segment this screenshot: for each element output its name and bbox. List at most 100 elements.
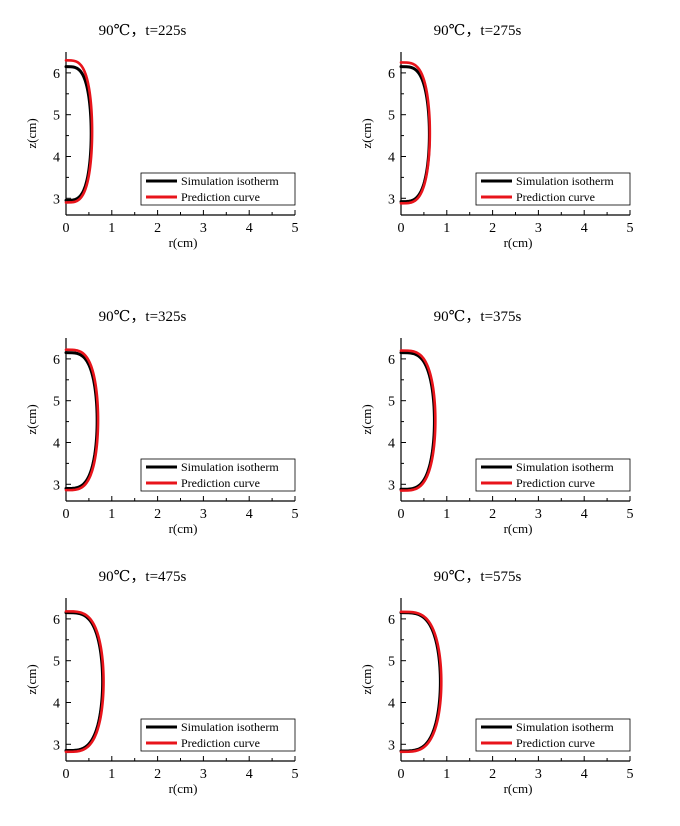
x-tick-label: 5	[627, 767, 634, 782]
x-tick-label: 2	[154, 221, 161, 236]
x-tick-label: 0	[63, 221, 70, 236]
x-tick-label: 2	[489, 221, 496, 236]
legend-box	[140, 458, 296, 492]
legend-box	[475, 172, 631, 206]
prediction-curve-line	[399, 349, 437, 492]
x-tick-label: 1	[108, 767, 115, 782]
y-tick-label: 3	[53, 738, 60, 753]
x-axis-label: r(cm)	[504, 235, 533, 250]
x-tick-label: 1	[443, 767, 450, 782]
legend-label-prediction: Prediction curve	[516, 190, 595, 204]
x-axis-label: r(cm)	[504, 521, 533, 536]
chart-title: 90℃，t=275s	[434, 23, 522, 39]
legend-label-prediction: Prediction curve	[516, 476, 595, 490]
y-axis-label: z(cm)	[24, 404, 39, 434]
y-axis-label: z(cm)	[359, 118, 374, 148]
chart-title: 90℃，t=225s	[99, 23, 187, 39]
prediction-curve-line	[64, 348, 100, 492]
x-tick-label: 5	[627, 507, 634, 522]
x-axis-label: r(cm)	[169, 781, 198, 796]
x-tick-label: 3	[535, 767, 542, 782]
x-tick-label: 3	[200, 221, 207, 236]
y-tick-label: 5	[388, 655, 395, 670]
x-tick-label: 3	[200, 767, 207, 782]
x-tick-label: 1	[108, 507, 115, 522]
x-tick-label: 5	[292, 507, 299, 522]
x-tick-label: 0	[398, 507, 405, 522]
y-axis-label: z(cm)	[359, 664, 374, 694]
y-tick-label: 6	[53, 353, 60, 368]
legend-label-prediction: Prediction curve	[181, 736, 260, 750]
legend-label-prediction: Prediction curve	[181, 190, 260, 204]
y-tick-label: 5	[388, 109, 395, 124]
x-axis-label: r(cm)	[169, 235, 198, 250]
chart-panel-5: 90℃，t=475s 0 1 2 3 4 5 3 4 5 6 r(cm) z(cm) Simulation…	[24, 569, 299, 796]
legend-label-simulation: Simulation isotherm	[516, 720, 614, 734]
x-tick-label: 5	[627, 221, 634, 236]
x-tick-label: 1	[108, 221, 115, 236]
y-tick-label: 4	[53, 436, 60, 451]
y-tick-label: 3	[388, 478, 395, 493]
x-tick-label: 0	[63, 767, 70, 782]
x-tick-label: 3	[535, 507, 542, 522]
legend-label-simulation: Simulation isotherm	[516, 460, 614, 474]
legend-box	[140, 172, 296, 206]
y-tick-label: 6	[388, 353, 395, 368]
x-tick-label: 4	[581, 767, 588, 782]
chart-panel-6: 90℃，t=575s 0 1 2 3 4 5 3 4 5 6 r(cm) z(cm) Simulation…	[359, 569, 634, 796]
y-tick-label: 5	[388, 395, 395, 410]
prediction-curve-line	[399, 61, 432, 205]
y-tick-label: 5	[53, 655, 60, 670]
x-tick-label: 4	[581, 221, 588, 236]
y-tick-label: 4	[388, 436, 395, 451]
prediction-curve-line	[64, 59, 94, 204]
y-tick-label: 5	[53, 109, 60, 124]
y-tick-label: 3	[53, 192, 60, 207]
y-tick-label: 4	[53, 150, 60, 165]
x-tick-label: 4	[246, 221, 253, 236]
legend-label-simulation: Simulation isotherm	[181, 174, 279, 188]
prediction-curve-line	[399, 610, 443, 754]
y-tick-label: 3	[388, 192, 395, 207]
y-tick-label: 6	[388, 67, 395, 82]
x-tick-label: 4	[246, 767, 253, 782]
y-tick-label: 3	[388, 738, 395, 753]
y-tick-label: 6	[388, 613, 395, 628]
x-tick-label: 3	[535, 221, 542, 236]
prediction-curve-line	[64, 610, 105, 754]
chart-panel-2: 90℃，t=275s 0 1 2 3 4 5 3 4 5 6 r(cm) z(cm) Simulation…	[359, 23, 634, 250]
x-axis-label: r(cm)	[504, 781, 533, 796]
legend-label-prediction: Prediction curve	[516, 736, 595, 750]
x-tick-label: 2	[154, 507, 161, 522]
chart-title: 90℃，t=375s	[434, 309, 522, 325]
legend-label-simulation: Simulation isotherm	[181, 460, 279, 474]
legend-box	[140, 718, 296, 752]
legend-box	[475, 458, 631, 492]
y-tick-label: 3	[53, 478, 60, 493]
x-tick-label: 1	[443, 507, 450, 522]
x-tick-label: 2	[489, 507, 496, 522]
x-tick-label: 3	[200, 507, 207, 522]
legend-label-prediction: Prediction curve	[181, 476, 260, 490]
legend-box	[475, 718, 631, 752]
y-axis-label: z(cm)	[24, 664, 39, 694]
chart-panel-4: 90℃，t=375s 0 1 2 3 4 5 3 4 5 6 r(cm) z(cm) Simulation…	[359, 309, 634, 536]
x-tick-label: 4	[581, 507, 588, 522]
x-tick-label: 5	[292, 767, 299, 782]
legend-label-simulation: Simulation isotherm	[516, 174, 614, 188]
x-tick-label: 2	[489, 767, 496, 782]
y-tick-label: 6	[53, 613, 60, 628]
y-axis-label: z(cm)	[24, 118, 39, 148]
x-axis-label: r(cm)	[169, 521, 198, 536]
x-tick-label: 5	[292, 221, 299, 236]
x-tick-label: 0	[398, 221, 405, 236]
chart-title: 90℃，t=475s	[99, 569, 187, 585]
x-tick-label: 1	[443, 221, 450, 236]
y-tick-label: 6	[53, 67, 60, 82]
y-tick-label: 4	[53, 696, 60, 711]
chart-panel-3: 90℃，t=325s 0 1 2 3 4 5 3 4 5 6 r(cm) z(cm) Simulation…	[24, 309, 299, 536]
x-tick-label: 2	[154, 767, 161, 782]
legend-label-simulation: Simulation isotherm	[181, 720, 279, 734]
x-tick-label: 0	[63, 507, 70, 522]
